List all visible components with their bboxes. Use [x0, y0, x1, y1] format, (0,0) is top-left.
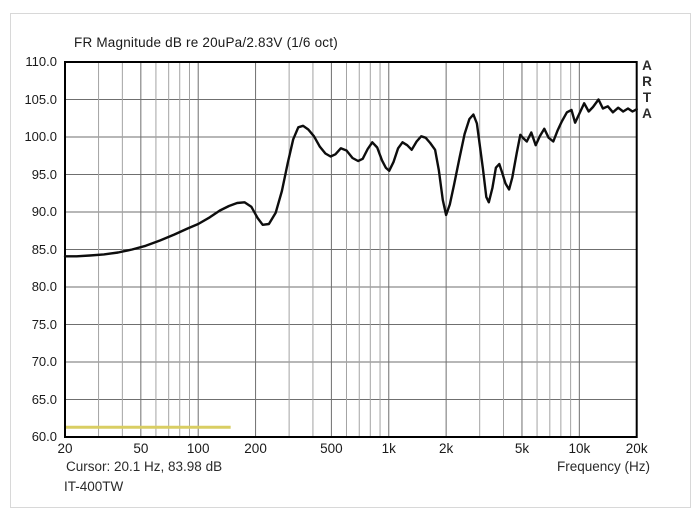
x-tick-label: 20k [625, 441, 648, 456]
y-tick-label: 70.0 [31, 354, 57, 369]
y-tick-label: 90.0 [31, 204, 57, 219]
x-tick-label: 500 [320, 441, 343, 456]
y-tick-label: 65.0 [31, 391, 57, 407]
y-tick-label: 60.0 [31, 429, 57, 444]
x-tick-label: 2k [438, 441, 454, 456]
x-tick-label: 20 [57, 441, 73, 456]
x-tick-label: 50 [133, 441, 149, 456]
y-tick-label: 80.0 [31, 279, 57, 294]
cursor-readout: Cursor: 20.1 Hz, 83.98 dB [66, 459, 223, 474]
y-tick-label: 75.0 [31, 316, 57, 332]
x-tick-label: 10k [568, 441, 591, 456]
y-tick-label: 85.0 [31, 241, 57, 257]
y-tick-label: 95.0 [31, 166, 57, 182]
y-tick-label: 110.0 [25, 54, 57, 69]
y-tick-label: 100.0 [24, 129, 57, 144]
chart-title: FR Magnitude dB re 20uPa/2.83V (1/6 oct) [74, 35, 338, 50]
device-model-annotation: IT-400TW [64, 479, 124, 494]
x-tick-label: 200 [244, 441, 267, 456]
arta-logo-vertical: A R T A [642, 58, 652, 121]
y-tick-label: 105.0 [24, 91, 57, 107]
x-axis-title: Frequency (Hz) [556, 459, 650, 474]
fr-curve [63, 98, 638, 258]
x-tick-label: 1k [381, 441, 396, 456]
x-tick-label: 100 [186, 441, 210, 456]
x-tick-label: 5k [514, 441, 530, 456]
